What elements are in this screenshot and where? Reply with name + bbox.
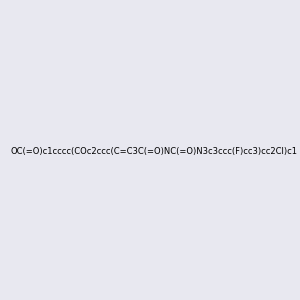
Text: OC(=O)c1cccc(COc2ccc(C=C3C(=O)NC(=O)N3c3ccc(F)cc3)cc2Cl)c1: OC(=O)c1cccc(COc2ccc(C=C3C(=O)NC(=O)N3c3… xyxy=(10,147,297,156)
